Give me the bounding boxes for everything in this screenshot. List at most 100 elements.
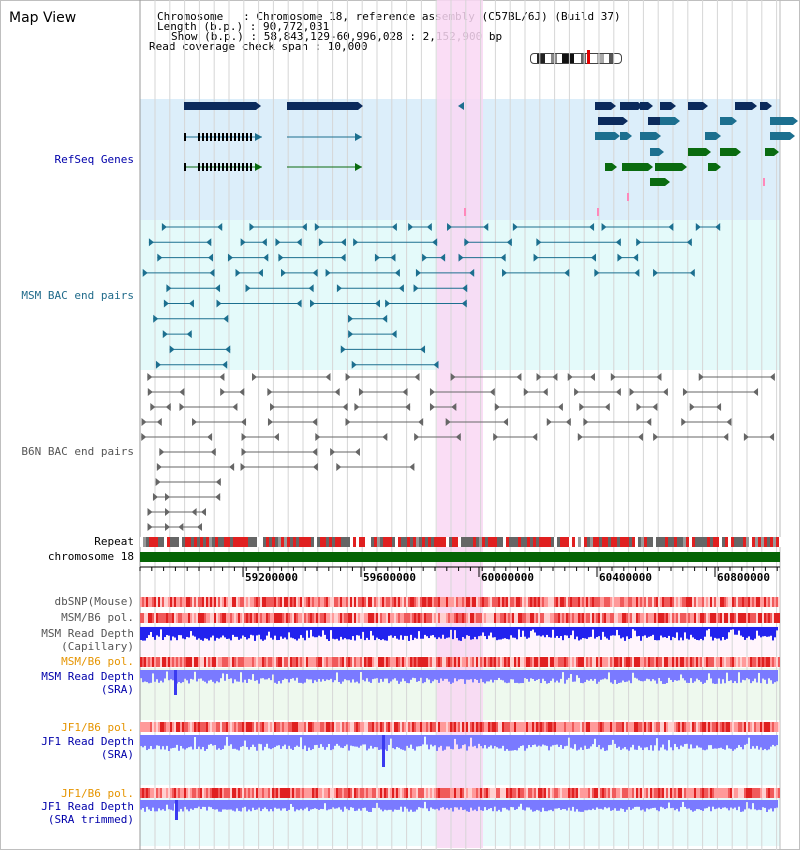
msm-depth-cap-bar (552, 627, 554, 630)
label-refseq-genes[interactable]: RefSeq Genes (54, 153, 134, 166)
jf1-depth-trim-bar (506, 800, 508, 810)
refseq-gene-block (688, 148, 706, 156)
msm-b6-pol-heat-cell (544, 613, 546, 623)
chromosome-ideogram[interactable] (530, 53, 622, 64)
msm-b6-pol-heat-cell (510, 613, 512, 623)
msm-depth-sra-bar (644, 670, 646, 681)
repeat-block (413, 537, 416, 547)
repeat-block (680, 537, 683, 547)
label-dbsnp[interactable]: dbSNP(Mouse) (54, 595, 134, 608)
jf1-depth-trim-bar (768, 800, 770, 810)
msm-depth-cap-bar (534, 627, 536, 633)
msm-depth-sra-bar (248, 670, 250, 679)
dbsnp-heat-cell (380, 597, 382, 607)
jf1-depth-bar (348, 735, 350, 751)
label-msm-depth-sra[interactable]: MSM Read Depth (41, 670, 134, 683)
msm-bac-pair-right (433, 360, 439, 369)
repeat-block (140, 537, 143, 547)
msm-b6-pol-heat-cell (366, 613, 368, 623)
msm-b6-pol-heat-cell (352, 613, 354, 623)
msm-depth-sra-bar (186, 670, 188, 681)
dbsnp-heat-cell (716, 597, 718, 607)
msm-b6-pol-heat-cell (640, 613, 642, 623)
jf1-b6-pol-heat-cell (556, 722, 558, 732)
msm-b6-pol-sra-heat-cell (176, 657, 178, 667)
jf1-b6-pol-heat-cell (440, 722, 442, 732)
jf1-depth-bar (558, 735, 560, 747)
msm-b6-pol-sra-heat-cell (642, 657, 644, 667)
msm-depth-sra-bar (214, 670, 216, 684)
msm-bac-pair-right (634, 268, 640, 277)
label-msm-b6-pol-1[interactable]: MSM/B6 pol. (61, 611, 134, 624)
jf1-b6-pol-trim-heat-cell (492, 788, 494, 798)
jf1-b6-pol-trim-heat-cell (690, 788, 692, 798)
msm-bac-pair-left (374, 253, 380, 262)
jf1-depth-trim-bar (306, 800, 308, 808)
label-repeat[interactable]: Repeat (94, 535, 134, 548)
gene-model-exon (214, 133, 216, 141)
jf1-b6-pol-trim-heat-cell (478, 788, 480, 798)
label-jf1-b6-pol-2[interactable]: JF1/B6 pol. (61, 787, 134, 800)
dbsnp-heat-cell (636, 597, 638, 607)
msm-b6-pol-heat-cell (720, 613, 722, 623)
jf1-depth-bar (706, 735, 708, 750)
selected-region-highlight[interactable] (437, 0, 483, 848)
msm-b6-pol-heat-cell (386, 613, 388, 623)
msm-depth-cap-bar (414, 627, 416, 638)
msm-b6-pol-heat-cell (570, 613, 572, 623)
jf1-b6-pol-trim-heat-cell (302, 788, 304, 798)
msm-b6-pol-heat-cell (314, 613, 316, 623)
msm-depth-sra-bar (710, 670, 712, 679)
msm-depth-sra-bar (284, 670, 286, 679)
msm-depth-cap-bar (262, 627, 264, 641)
label-msm-bac[interactable]: MSM BAC end pairs (21, 289, 134, 302)
jf1-b6-pol-heat-cell (404, 722, 406, 732)
repeat-block (764, 537, 767, 547)
jf1-b6-pol-heat-cell (376, 722, 378, 732)
msm-depth-cap-bar (420, 627, 422, 639)
msm-depth-sra-bar (586, 670, 588, 680)
msm-b6-pol-heat-cell (428, 613, 430, 623)
refseq-gene-1 (184, 102, 256, 110)
msm-b6-pol-sra-heat-cell (420, 657, 422, 667)
jf1-b6-pol-trim-heat-cell (256, 788, 258, 798)
label-jf1-depth[interactable]: JF1 Read Depth (41, 735, 134, 748)
repeat-block (707, 537, 710, 547)
msm-depth-cap-bar (178, 627, 180, 636)
msm-depth-sra-bar (758, 670, 760, 673)
msm-depth-cap-bar (490, 627, 492, 633)
repeat-block (635, 537, 638, 547)
jf1-b6-pol-heat-cell (212, 722, 214, 732)
label-b6n-bac[interactable]: B6N BAC end pairs (21, 445, 134, 458)
jf1-depth-trim-bar (346, 800, 348, 809)
dbsnp-heat-cell (604, 597, 606, 607)
msm-depth-sra-bar (224, 670, 226, 681)
msm-bac-pair-right (257, 268, 263, 277)
label-msm-b6-pol-2[interactable]: MSM/B6 pol. (61, 655, 134, 668)
jf1-depth-bar (488, 735, 490, 747)
jf1-depth-bar (298, 735, 300, 747)
label-jf1-b6-pol-1[interactable]: JF1/B6 pol. (61, 721, 134, 734)
jf1-b6-pol-trim-heat-cell (208, 788, 210, 798)
dbsnp-heat-cell (734, 597, 736, 607)
dbsnp-heat-cell (410, 597, 412, 607)
jf1-b6-pol-heat-cell (606, 722, 608, 732)
label-msm-depth-cap[interactable]: MSM Read Depth (41, 627, 134, 640)
msm-depth-sra-bar (304, 670, 306, 683)
jf1-b6-pol-heat-cell (192, 722, 194, 732)
msm-depth-cap-bar (704, 627, 706, 637)
dbsnp-heat-cell (420, 597, 422, 607)
msm-depth-sra-bar (448, 670, 450, 682)
dbsnp-heat-cell (748, 597, 750, 607)
jf1-depth-bar (280, 735, 282, 749)
msm-depth-sra-bar (210, 670, 212, 680)
jf1-depth-trim-bar (770, 800, 772, 809)
label-jf1-depth-trim[interactable]: JF1 Read Depth (41, 800, 134, 813)
label-chromosome-18[interactable]: chromosome 18 (47, 550, 134, 563)
jf1-b6-pol-heat-cell (438, 722, 440, 732)
msm-b6-pol-sra-heat-cell (446, 657, 448, 667)
msm-b6-pol-sra-heat-cell (452, 657, 454, 667)
jf1-depth-trim-bar (732, 800, 734, 809)
repeat-block (560, 537, 563, 547)
